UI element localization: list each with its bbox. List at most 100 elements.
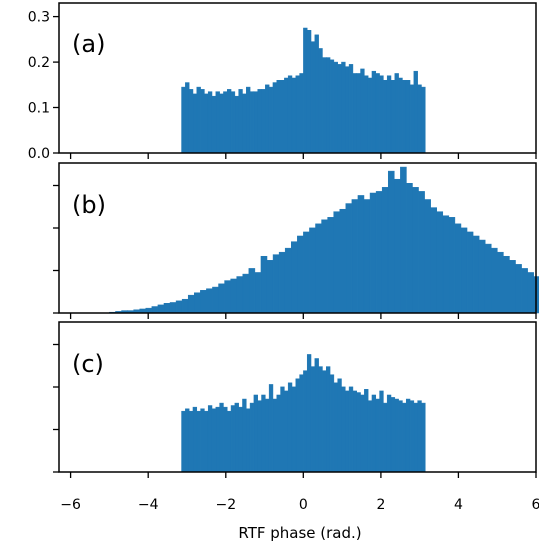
panel-b-y-ticks — [53, 184, 59, 314]
panel-b-bar — [194, 292, 201, 314]
panel-c-bar — [253, 394, 258, 473]
panel-a-bar — [409, 84, 415, 154]
panel-b-bar — [230, 278, 237, 314]
panel-c-bar — [329, 374, 335, 473]
panel-c-bar — [306, 354, 312, 473]
panel-c-bar — [272, 398, 278, 473]
panel-a-bar — [238, 89, 243, 154]
panel-a-bar — [314, 34, 319, 154]
panel-c-bar — [371, 394, 377, 473]
panel-c-bar — [200, 408, 205, 473]
panel-a-bar — [272, 82, 278, 154]
panel-b-bar — [175, 300, 183, 314]
panel-c-bar — [314, 358, 319, 473]
panel-a-bar — [402, 80, 407, 154]
panel-a-label: (a) — [72, 30, 105, 58]
panel-a-bar — [413, 70, 418, 154]
panel-c-bar — [386, 394, 392, 473]
panel-c-bar — [421, 402, 426, 473]
panel-b-bar — [515, 264, 522, 314]
panel-c-bar — [348, 386, 354, 473]
panel-a-y-tick-label: 0.2 — [28, 55, 50, 71]
panel-b-bar — [291, 241, 298, 314]
x-tick-label: 6 — [532, 497, 539, 513]
panel-b-bar — [309, 227, 316, 314]
panel-c-bar — [238, 406, 243, 473]
panel-c-bar — [303, 370, 308, 473]
panel-a-y-tick-label: 0.0 — [28, 146, 50, 162]
panel-a-bar — [352, 73, 357, 154]
panel-b-bar — [369, 192, 377, 314]
panel-a-bar — [227, 89, 232, 154]
panel-a-bar — [306, 30, 312, 154]
panel-b-bar — [357, 195, 365, 314]
panel-b-bar — [387, 170, 395, 314]
panel-c-bar — [413, 402, 418, 473]
panel-c-bar — [364, 389, 369, 473]
panel-b-bar — [448, 217, 456, 314]
panel-b-bar — [454, 223, 462, 314]
panel-b-bar — [260, 255, 268, 314]
panel-b-bar — [363, 199, 371, 314]
panel-b-bar — [424, 199, 431, 314]
panel-a-bar — [310, 41, 316, 154]
panel-b-bar — [478, 239, 486, 314]
panel-b-bar — [466, 231, 474, 314]
panel-a-y-tick-label: 0.1 — [28, 101, 50, 117]
panel-c-bar — [230, 405, 236, 473]
panel-b-bar — [272, 254, 280, 314]
panel-a-bar — [337, 64, 342, 154]
panel-b-bar — [375, 191, 383, 314]
panel-c-bar — [291, 386, 297, 473]
panel-c-bar — [280, 386, 285, 473]
panel-a-bar — [276, 80, 281, 154]
panel-a: 0.0 0.1 0.2 0.3 (a) — [28, 2, 537, 162]
panel-a-bar — [215, 91, 220, 154]
panel-a-bar — [386, 75, 392, 154]
panel-a-bar — [207, 91, 213, 154]
panel-b-bar — [169, 302, 177, 314]
panel-b-bar — [394, 178, 401, 314]
panel-c-bar — [185, 408, 190, 473]
panel-a-bar — [280, 80, 285, 154]
panel-a-bar — [364, 75, 369, 154]
panel-a-bar — [348, 64, 354, 154]
panel-b-bar — [297, 235, 304, 314]
panel-a-bar — [261, 89, 266, 154]
x-tick-label: −2 — [215, 497, 236, 513]
panel-c-frame — [58, 321, 537, 473]
panel-a-bar — [192, 93, 198, 154]
panel-c-bar — [287, 382, 293, 473]
panel-b-bar — [200, 290, 207, 314]
panel-c-bar — [356, 392, 361, 473]
panel-a-bar — [299, 73, 304, 154]
panel-a-bar — [268, 86, 274, 154]
panel-c-bar — [409, 400, 415, 473]
panel-a-bar — [181, 86, 186, 154]
panel-b-bar — [157, 304, 165, 314]
panel-c-bar — [379, 390, 384, 473]
panel-c-bar — [257, 400, 262, 473]
panel-a-bar — [291, 77, 297, 154]
panel-b-bar — [303, 231, 310, 314]
panel-a-bar — [219, 93, 224, 154]
panel-c-bar — [284, 390, 289, 473]
panel-c-bar — [215, 406, 220, 473]
panel-b-bar — [284, 247, 292, 314]
panel-b-bar — [345, 203, 353, 314]
x-tick-label: 0 — [299, 497, 308, 513]
panel-c-bar — [265, 398, 270, 473]
panel-a-bar — [284, 77, 289, 154]
panel-b-bar — [218, 283, 225, 314]
panel-b-bar — [521, 268, 528, 314]
panel-a-bar — [356, 73, 361, 154]
panel-c-bar — [375, 398, 380, 473]
panel-b-bar — [430, 207, 437, 314]
panel-c-label: (c) — [72, 350, 104, 378]
panel-a-bar — [333, 61, 338, 154]
panel-a-bar — [405, 80, 411, 154]
panel-b-bar — [351, 199, 359, 314]
panel-c-bar — [223, 406, 228, 473]
panel-c-bar — [234, 402, 239, 473]
